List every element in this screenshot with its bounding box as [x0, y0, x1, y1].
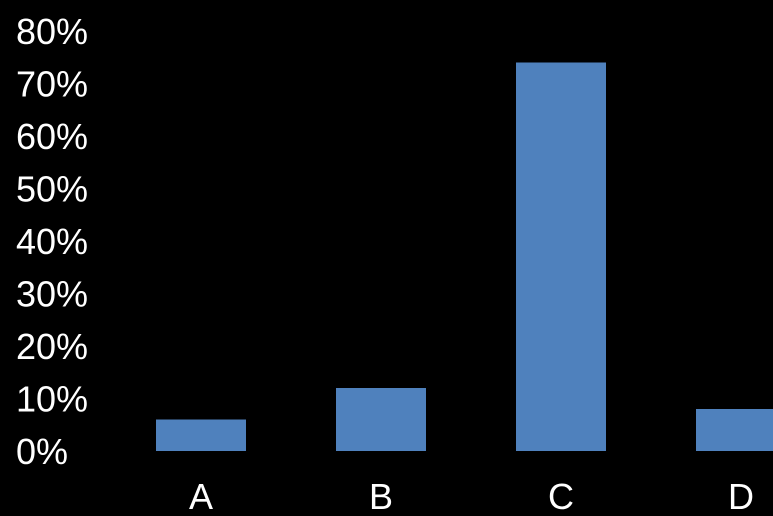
y-tick-label: 20%	[16, 326, 88, 367]
y-tick-label: 10%	[16, 379, 88, 420]
y-tick-label: 50%	[16, 169, 88, 210]
y-tick-label: 70%	[16, 64, 88, 105]
y-tick-label: 30%	[16, 274, 88, 315]
y-tick-label: 40%	[16, 221, 88, 262]
bar-a	[156, 419, 246, 451]
x-axis: A B C D	[189, 476, 754, 516]
y-tick-label: 60%	[16, 116, 88, 157]
bar-c	[516, 62, 606, 451]
bars	[156, 62, 773, 451]
y-tick-label: 0%	[16, 431, 68, 472]
bar-d	[696, 409, 773, 451]
x-tick-label-a: A	[189, 476, 213, 516]
y-axis: 0% 10% 20% 30% 40% 50% 60% 70% 80%	[16, 11, 88, 472]
x-tick-label-d: D	[728, 476, 754, 516]
x-tick-label-c: C	[548, 476, 574, 516]
x-tick-label-b: B	[369, 476, 393, 516]
y-tick-label: 80%	[16, 11, 88, 52]
bar-b	[336, 388, 426, 451]
